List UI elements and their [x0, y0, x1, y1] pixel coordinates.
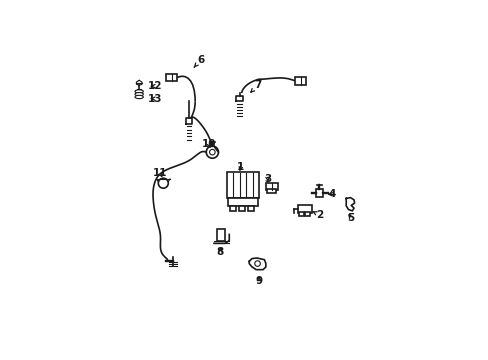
Bar — [226, 172, 259, 198]
Bar — [228, 198, 257, 206]
Text: 5: 5 — [346, 212, 354, 222]
Bar — [305, 212, 310, 216]
Text: 12: 12 — [147, 81, 162, 91]
Ellipse shape — [135, 93, 143, 96]
Circle shape — [209, 149, 215, 155]
Bar — [265, 183, 277, 190]
Text: 8: 8 — [216, 247, 224, 257]
Bar — [298, 205, 311, 213]
Bar — [239, 206, 245, 211]
Text: 10: 10 — [202, 139, 216, 149]
Circle shape — [158, 178, 168, 188]
Text: 7: 7 — [250, 80, 261, 92]
Text: 11: 11 — [152, 168, 167, 178]
Text: 4: 4 — [327, 189, 335, 199]
Bar — [247, 206, 254, 211]
Ellipse shape — [135, 90, 143, 93]
Bar — [166, 74, 177, 81]
Circle shape — [254, 261, 260, 266]
Bar — [315, 189, 322, 197]
Bar — [294, 77, 305, 85]
Text: 6: 6 — [194, 55, 204, 67]
Bar — [299, 212, 304, 216]
Ellipse shape — [135, 95, 143, 99]
Bar — [216, 229, 224, 240]
Text: 1: 1 — [237, 162, 244, 172]
Bar — [230, 206, 236, 211]
Circle shape — [206, 146, 218, 158]
Text: 2: 2 — [312, 210, 323, 220]
Text: 13: 13 — [147, 94, 162, 104]
Text: 9: 9 — [255, 276, 262, 286]
Text: 3: 3 — [264, 174, 271, 184]
Bar — [267, 189, 276, 193]
